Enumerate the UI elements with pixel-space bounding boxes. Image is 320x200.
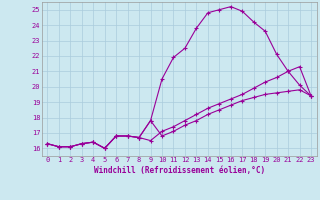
X-axis label: Windchill (Refroidissement éolien,°C): Windchill (Refroidissement éolien,°C) (94, 166, 265, 175)
